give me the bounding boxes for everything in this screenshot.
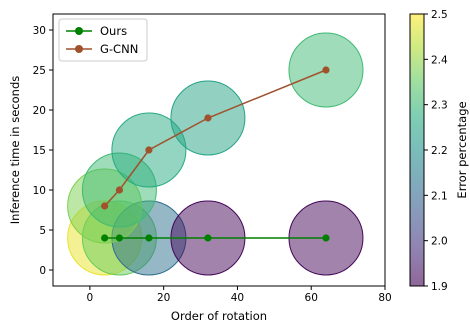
- y-tick-label: 10: [33, 185, 46, 197]
- y-tick-label: 25: [33, 65, 46, 77]
- point-gcnn-3: [204, 114, 212, 122]
- y-axis-title: Inference time in seconds: [8, 76, 22, 224]
- legend-marker-gcnn: [75, 45, 83, 53]
- y-tick-label: 20: [33, 105, 46, 117]
- colorbar: 1.9 2.0 2.1 2.2 2.3 2.4 2.5 Error percentage: [409, 9, 469, 293]
- point-gcnn-2: [145, 146, 153, 154]
- x-axis-ticks: 0 20 40 60 80: [87, 286, 392, 304]
- y-tick-label: 5: [39, 225, 46, 237]
- colorbar-tick-label: 2.1: [431, 190, 448, 202]
- point-gcnn-0: [101, 202, 109, 210]
- point-ours-3: [204, 234, 212, 242]
- point-ours-2: [145, 234, 153, 242]
- y-tick-label: 15: [33, 145, 46, 157]
- y-tick-label: 30: [33, 25, 46, 37]
- legend-label-gcnn: G-CNN: [100, 42, 138, 56]
- colorbar-tick-label: 2.2: [431, 145, 448, 157]
- y-tick-label: 0: [39, 265, 46, 277]
- point-gcnn-4: [322, 66, 330, 74]
- colorbar-ticks: 1.9 2.0 2.1 2.2 2.3 2.4 2.5: [424, 9, 448, 293]
- legend-label-ours: Ours: [100, 24, 127, 38]
- x-tick-label: 60: [305, 292, 318, 304]
- point-gcnn-1: [115, 186, 123, 194]
- colorbar-tick-label: 1.9: [431, 281, 448, 293]
- colorbar-tick-label: 2.4: [431, 54, 448, 66]
- point-ours-0: [101, 234, 109, 242]
- x-tick-label: 0: [87, 292, 94, 304]
- x-tick-label: 20: [157, 292, 170, 304]
- legend: Ours G-CNN: [58, 18, 148, 62]
- point-ours-1: [115, 234, 123, 242]
- point-ours-4: [322, 234, 330, 242]
- colorbar-tick-label: 2.5: [431, 9, 448, 21]
- colorbar-gradient: [410, 14, 424, 286]
- x-tick-label: 80: [378, 292, 391, 304]
- y-axis-ticks: 0 5 10 15 20 25 30: [33, 25, 53, 277]
- colorbar-tick-label: 2.0: [431, 236, 448, 248]
- x-tick-label: 40: [231, 292, 244, 304]
- legend-marker-ours: [75, 27, 83, 35]
- colorbar-title: Error percentage: [455, 101, 469, 198]
- x-axis-title: Order of rotation: [171, 309, 267, 323]
- colorbar-tick-label: 2.3: [431, 100, 448, 112]
- series-points: [101, 66, 330, 242]
